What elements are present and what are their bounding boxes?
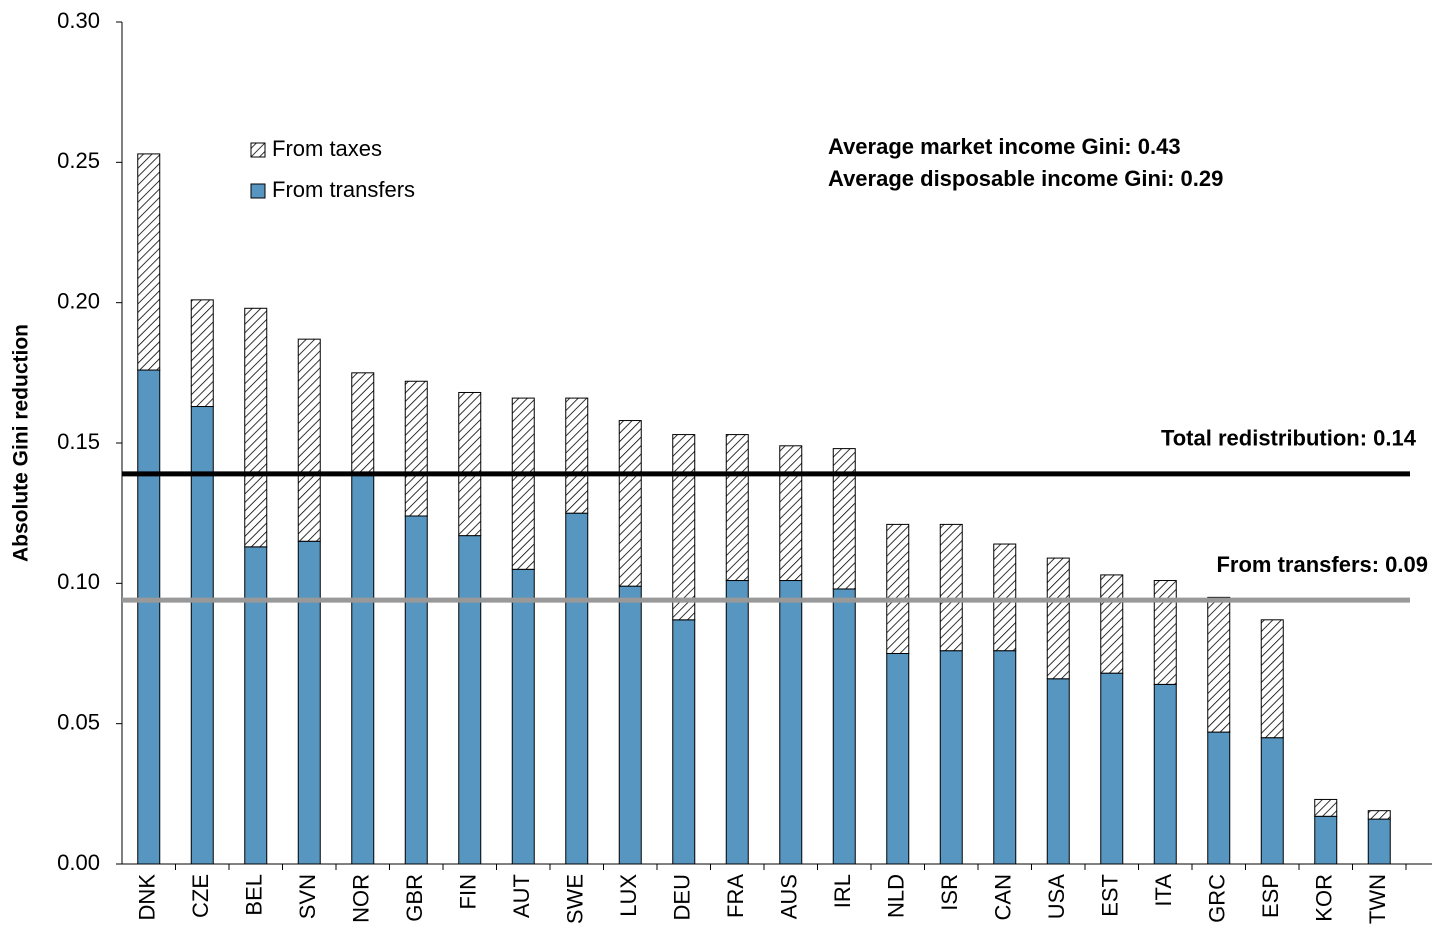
x-tick-label: FRA <box>723 874 748 918</box>
bar-segment <box>832 448 856 590</box>
y-tick-label: 0.05 <box>57 709 100 734</box>
x-tick-label: GBR <box>402 874 427 922</box>
bar-segment <box>1314 798 1338 817</box>
bar-segment <box>832 588 856 865</box>
bar-segment <box>511 397 535 570</box>
y-tick-label: 0.20 <box>57 288 100 313</box>
bar-segment <box>672 619 696 865</box>
bar-segment <box>1207 596 1231 733</box>
bar-segment <box>1260 619 1284 739</box>
legend-swatch <box>250 183 266 199</box>
bar-segment <box>1367 818 1391 865</box>
x-tick-label: ESP <box>1258 874 1283 918</box>
bar-segment <box>137 369 161 865</box>
x-tick-label: CZE <box>188 874 213 918</box>
bar-segment <box>297 338 321 542</box>
x-tick-label: AUT <box>509 874 534 918</box>
bar-segment <box>404 380 428 517</box>
bar-segment <box>939 650 963 865</box>
bar-segment <box>993 543 1017 652</box>
bar-segment <box>618 420 642 587</box>
x-tick-label: EST <box>1098 874 1123 917</box>
bar-segment <box>672 434 696 621</box>
bar-segment <box>725 434 749 582</box>
bar-segment <box>244 546 268 865</box>
bar-segment <box>137 153 161 371</box>
y-tick-label: 0.30 <box>57 8 100 33</box>
bar-segment <box>779 580 803 865</box>
x-tick-label: DEU <box>670 874 695 920</box>
x-tick-label: NOR <box>349 874 374 923</box>
bar-segment <box>1100 672 1124 865</box>
legend-label: From taxes <box>272 136 382 161</box>
bar-segment <box>565 397 589 514</box>
y-tick-label: 0.15 <box>57 429 100 454</box>
bar-segment <box>993 650 1017 865</box>
bar-segment <box>458 391 482 537</box>
x-tick-label: NLD <box>884 874 909 918</box>
bar-segment <box>565 512 589 865</box>
bar-segment <box>1153 580 1177 685</box>
x-tick-label: ISR <box>937 874 962 911</box>
bar-segment <box>1100 574 1124 674</box>
bar-segment <box>939 523 963 652</box>
bar-segment <box>779 445 803 582</box>
bar-segment <box>351 372 375 475</box>
x-tick-label: KOR <box>1312 874 1337 922</box>
bar-segment <box>725 580 749 865</box>
reference-label: From transfers: 0.09 <box>1216 552 1428 577</box>
x-tick-label: SWE <box>563 874 588 924</box>
bar-segment <box>886 523 910 654</box>
bar-segment <box>1207 731 1231 865</box>
y-tick-label: 0.00 <box>57 850 100 875</box>
reference-label: Total redistribution: 0.14 <box>1161 426 1417 451</box>
x-tick-label: CAN <box>991 874 1016 920</box>
bar-segment <box>190 299 214 408</box>
bar-segment <box>297 540 321 865</box>
bar-segment <box>1153 683 1177 865</box>
annotation: Average disposable income Gini: 0.29 <box>828 166 1223 191</box>
x-tick-label: GRC <box>1205 874 1230 923</box>
bar-segment <box>511 568 535 865</box>
bar-segment <box>1046 678 1070 865</box>
x-tick-label: TWN <box>1365 874 1390 924</box>
annotation: Average market income Gini: 0.43 <box>828 134 1181 159</box>
y-tick-label: 0.25 <box>57 148 100 173</box>
bar-segment <box>618 585 642 865</box>
y-tick-label: 0.10 <box>57 569 100 594</box>
bar-segment <box>458 535 482 865</box>
bar-segment <box>1314 815 1338 865</box>
x-tick-label: SVN <box>295 874 320 919</box>
x-tick-label: FIN <box>456 874 481 909</box>
x-tick-label: ITA <box>1151 874 1176 907</box>
x-tick-label: DNK <box>135 874 160 921</box>
x-tick-label: AUS <box>777 874 802 919</box>
legend-swatch <box>250 142 266 158</box>
y-axis-label: Absolute Gini reduction <box>10 324 33 562</box>
x-tick-label: IRL <box>830 874 855 908</box>
bar-segment <box>1367 810 1391 820</box>
bar-segment <box>1046 557 1070 680</box>
bar-segment <box>404 515 428 865</box>
bar-segment <box>886 653 910 865</box>
x-tick-label: BEL <box>242 874 267 916</box>
x-tick-label: LUX <box>616 874 641 917</box>
bar-segment <box>244 307 268 548</box>
x-tick-label: USA <box>1044 874 1069 920</box>
bar-segment <box>351 473 375 865</box>
legend-label: From transfers <box>272 177 415 202</box>
bar-segment <box>1260 737 1284 865</box>
